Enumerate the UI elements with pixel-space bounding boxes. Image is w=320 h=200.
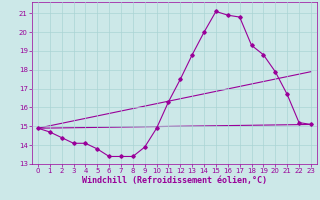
X-axis label: Windchill (Refroidissement éolien,°C): Windchill (Refroidissement éolien,°C) bbox=[82, 176, 267, 185]
